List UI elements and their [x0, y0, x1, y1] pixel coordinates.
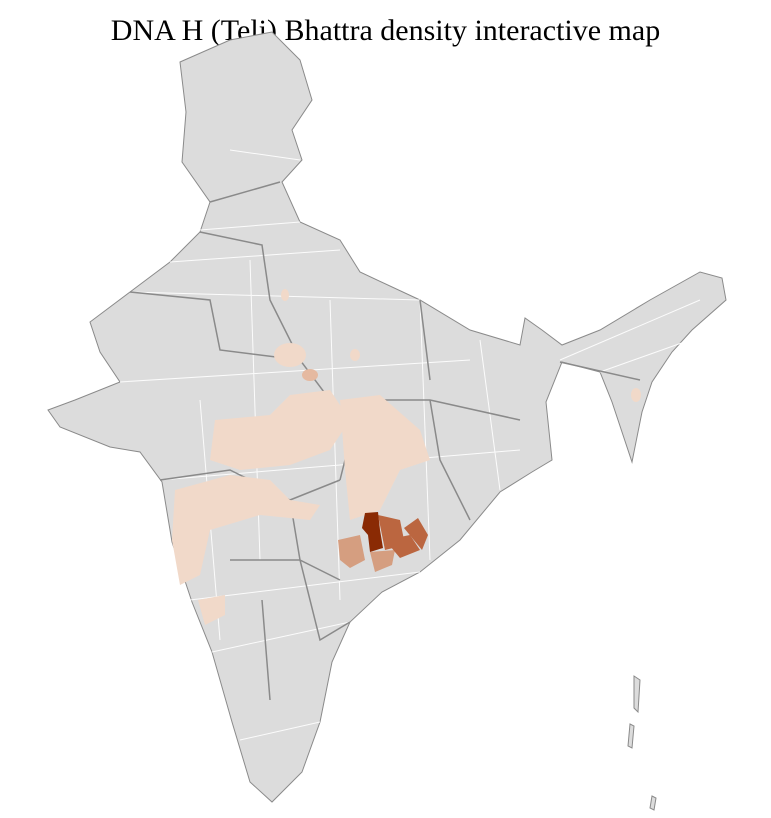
- district-low[interactable]: [274, 343, 306, 367]
- district-low[interactable]: [302, 369, 318, 381]
- district-low[interactable]: [172, 475, 320, 585]
- district-high[interactable]: [362, 512, 383, 552]
- map-title: DNA H (Teli) Bhattra density interactive…: [110, 14, 661, 47]
- district-mid-low[interactable]: [370, 550, 395, 572]
- district-low[interactable]: [350, 349, 360, 361]
- district-low[interactable]: [340, 395, 430, 520]
- andaman-islands[interactable]: [627, 675, 657, 811]
- district-low[interactable]: [631, 388, 641, 402]
- district-mid-low[interactable]: [338, 535, 365, 568]
- district-low[interactable]: [210, 390, 350, 470]
- district-mid[interactable]: [404, 518, 428, 550]
- district-low[interactable]: [281, 289, 289, 301]
- district-low[interactable]: [198, 595, 225, 625]
- district-mid[interactable]: [385, 535, 420, 558]
- density-districts[interactable]: [172, 289, 641, 625]
